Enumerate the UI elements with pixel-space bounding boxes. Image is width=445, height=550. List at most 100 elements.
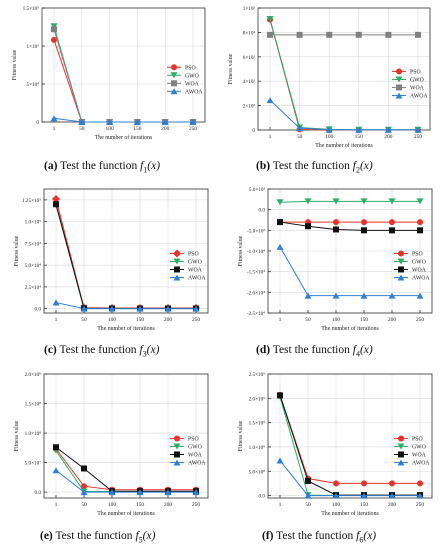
data-point-awoa (106, 119, 114, 125)
x-axis-label: The number of iterations (97, 510, 155, 517)
panel-d: -2.5×10⁴ -2.0×10⁴ -1.5×10⁴ -1.0×10⁴ -5.0×10³… (222, 183, 445, 366)
legend-marker (171, 80, 177, 87)
data-point-awoa (360, 492, 368, 499)
x-tick-label: 1 (279, 317, 282, 323)
x-tick-label: 100 (332, 317, 341, 323)
data-point-pso (333, 480, 339, 487)
y-tick-label: 7.5×10⁴ (25, 241, 42, 247)
y-tick-label: -1.0×10⁴ (247, 249, 265, 255)
data-point-pso (417, 480, 423, 487)
x-tick-label: 50 (79, 126, 85, 132)
data-point-gwo (416, 198, 424, 205)
y-axis-label: Fitness value (228, 53, 234, 84)
x-tick-label: 100 (108, 502, 117, 508)
data-point-woa (355, 31, 362, 38)
plot-frame (43, 373, 209, 499)
x-tick-label: 250 (189, 126, 198, 132)
caption-f-text: Test the function (276, 530, 354, 542)
y-tick-label: 5.0×10⁷ (25, 461, 42, 467)
data-point-woa (389, 227, 395, 234)
y-tick-label: 1.5×10⁸ (25, 402, 42, 408)
plot-frame (267, 373, 433, 499)
data-point-awoa (52, 299, 60, 306)
y-tick-label: 2.5×10⁴ (25, 285, 42, 291)
legend-marker (173, 459, 181, 466)
series-line-awoa (269, 99, 418, 131)
data-point-awoa (136, 305, 144, 312)
series-line-woa (55, 446, 196, 492)
y-tick-label: 5.0×10³ (249, 187, 266, 193)
legend-label: AWOA (185, 89, 203, 95)
x-tick-label: 50 (297, 134, 303, 140)
y-tick-label: 2.0×10⁸ (25, 372, 42, 378)
data-point-awoa (304, 492, 312, 499)
x-tick-label: 200 (161, 126, 170, 132)
data-point-awoa (416, 292, 424, 299)
chart-c: 0.0 2.5×10⁴ 5.0×10⁴ 7.5×10⁴ 1.0×10⁵ 1.25×10⁵ 1… (14, 188, 209, 332)
data-point-pso (333, 219, 339, 226)
data-point-gwo (332, 198, 340, 205)
y-tick-label: 2.0×10⁹ (249, 396, 266, 402)
x-tick-label: 1 (269, 134, 272, 140)
caption-f-arg: (x) (363, 530, 377, 542)
data-point-pso (51, 36, 57, 43)
y-tick-label: -5.0×10³ (247, 228, 265, 234)
caption-b-arg: (x) (359, 160, 373, 172)
legend-label: AWOA (188, 275, 206, 281)
data-point-awoa (52, 467, 60, 474)
y-tick-label: -1.5×10⁴ (247, 270, 265, 276)
data-point-woa (53, 201, 59, 208)
panel-a: 0 5×10⁴ 1×10⁵ 1.5×10⁵ 1 50 100 150 200 250 The num… (0, 0, 222, 183)
data-point-awoa (360, 292, 368, 299)
legend-marker (398, 451, 404, 458)
legend-label: WOA (188, 267, 203, 273)
caption-e: (e) Test the function f5(x) (40, 530, 155, 544)
x-tick-label: 1 (53, 126, 56, 132)
data-point-woa (305, 223, 311, 230)
data-point-woa (81, 465, 87, 472)
plot-frame (43, 188, 209, 314)
x-tick-label: 250 (416, 317, 425, 323)
caption-a-arg: (x) (147, 160, 161, 172)
data-point-gwo (50, 23, 58, 30)
legend-marker (396, 68, 402, 75)
caption-f-sub: 6 (359, 535, 364, 545)
legend-label: GWO (412, 259, 426, 265)
x-axis-label: The number of iterations (321, 325, 379, 332)
data-point-woa (333, 226, 339, 233)
data-point-awoa (192, 305, 200, 312)
data-point-woa (277, 219, 283, 226)
y-tick-label: 0.0 (259, 494, 266, 500)
data-point-awoa (296, 125, 304, 132)
x-axis-label: The number of iterations (321, 510, 379, 517)
series-line-awoa (55, 302, 196, 310)
x-tick-label: 200 (384, 134, 393, 140)
data-point-awoa (192, 489, 200, 496)
series-line-woa (55, 204, 196, 309)
data-point-awoa (304, 292, 312, 299)
caption-d-sub: 4 (355, 349, 360, 359)
y-tick-label: 1.0×10⁵ (25, 220, 42, 226)
x-tick-label: 150 (136, 502, 145, 508)
data-point-woa (277, 392, 283, 399)
caption-d-arg: (x) (359, 344, 373, 356)
series-line-gwo (269, 18, 418, 131)
y-tick-label: -2.5×10⁴ (247, 311, 265, 317)
legend-marker (174, 266, 180, 273)
x-tick-label: 150 (360, 502, 369, 508)
series-line-gwo (279, 200, 420, 203)
legend-label: AWOA (410, 93, 428, 99)
data-point-awoa (78, 119, 86, 125)
caption-c-text: Test the function (59, 344, 137, 356)
caption-d-fn: f (352, 344, 356, 356)
caption-e-sub: 5 (138, 535, 143, 545)
caption-a-text: Test the function (60, 160, 138, 172)
legend-marker (397, 459, 405, 466)
legend-label: PSO (412, 436, 423, 442)
data-point-woa (326, 31, 333, 38)
caption-b-fn: f (352, 160, 356, 172)
data-point-awoa (384, 126, 392, 133)
data-point-awoa (276, 457, 284, 464)
